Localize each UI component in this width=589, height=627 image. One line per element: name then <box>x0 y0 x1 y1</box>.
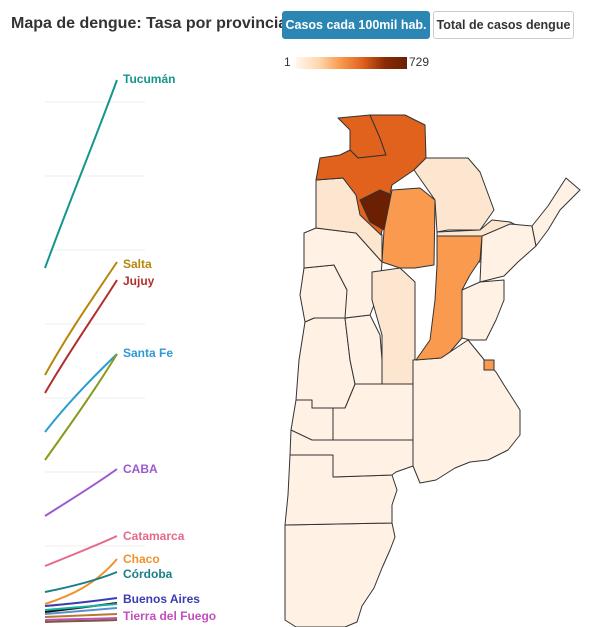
line-chart-labels: Tucumán Salta Jujuy Santa Fe CABA Catama… <box>123 72 216 623</box>
province-santiago-del-estero[interactable] <box>381 187 436 269</box>
province-buenos-aires[interactable] <box>412 339 521 484</box>
label-salta: Salta <box>123 257 152 271</box>
province-entre-rios[interactable] <box>461 279 505 341</box>
series-line-other-4 <box>44 613 118 618</box>
label-caba: CABA <box>123 462 158 476</box>
label-buenos-aires: Buenos Aires <box>123 592 200 606</box>
series-line-cordoba <box>44 571 118 593</box>
province-caba[interactable] <box>483 359 495 371</box>
label-jujuy: Jujuy <box>123 274 155 288</box>
argentina-choropleth-map <box>284 114 581 627</box>
series-line-tucuman <box>44 79 118 269</box>
label-chaco: Chaco <box>123 552 160 566</box>
page-title: Mapa de dengue: Tasa por provincia <box>11 15 288 32</box>
province-santa-cruz[interactable] <box>284 522 396 627</box>
province-salta[interactable] <box>315 114 427 236</box>
series-line-other-5 <box>44 619 118 623</box>
legend-min-label: 1 <box>284 55 291 69</box>
label-cordoba: Córdoba <box>123 567 173 581</box>
total-cases-button[interactable]: Total de casos dengue <box>433 11 574 39</box>
series-line-other-2 <box>44 603 118 611</box>
province-santa-fe[interactable] <box>415 235 483 361</box>
series-line-olive <box>44 353 118 461</box>
label-catamarca: Catamarca <box>123 529 185 543</box>
label-santa-fe: Santa Fe <box>123 346 173 360</box>
line-chart-series <box>44 79 118 623</box>
series-line-chaco <box>44 558 118 605</box>
series-line-caba <box>44 468 118 517</box>
series-line-other-3 <box>44 607 118 615</box>
province-misiones[interactable] <box>531 177 581 247</box>
province-corrientes[interactable] <box>479 223 537 283</box>
series-line-santa-fe <box>44 353 118 433</box>
series-line-buenos-aires <box>44 597 118 607</box>
label-tierra-del-fuego: Tierra del Fuego <box>123 609 216 623</box>
series-line-tierra-del-fuego <box>44 617 118 621</box>
label-tucuman: Tucumán <box>123 72 175 86</box>
series-line-jujuy <box>44 279 118 394</box>
series-line-salta <box>44 261 118 376</box>
color-scale-legend <box>296 57 407 69</box>
rate-per-100k-button[interactable]: Casos cada 100mil hab. <box>282 11 430 39</box>
line-chart-grid <box>45 101 145 547</box>
series-line-catamarca <box>44 535 118 567</box>
province-formosa[interactable] <box>413 157 495 233</box>
legend-max-label: 729 <box>409 55 430 69</box>
